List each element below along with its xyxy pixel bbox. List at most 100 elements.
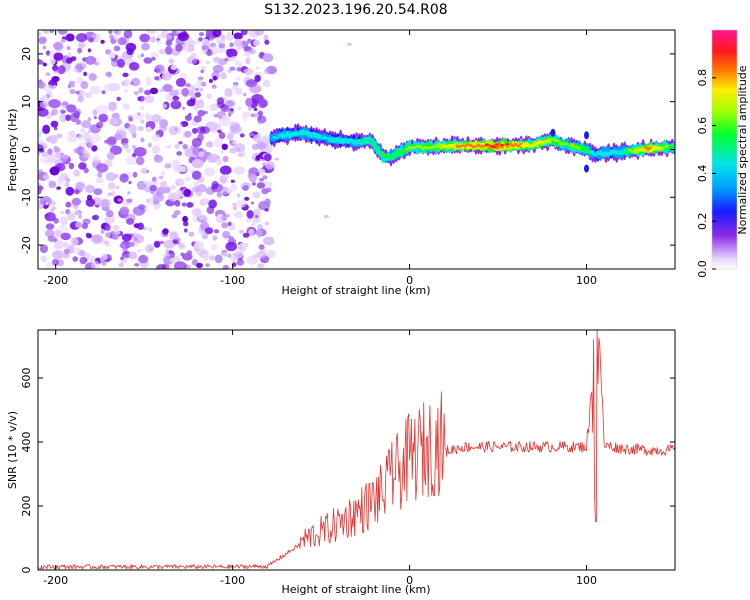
x-tick-label: -100 — [220, 574, 245, 587]
noise-speck — [212, 64, 224, 73]
noise-speck — [246, 210, 254, 219]
noise-speck — [63, 252, 70, 259]
noise-speck — [228, 235, 234, 241]
noise-speck — [205, 30, 214, 35]
noise-speck — [49, 166, 60, 176]
noise-speck — [48, 99, 61, 109]
ridge-fragment — [550, 128, 556, 137]
noise-speck — [159, 119, 169, 128]
noise-speck — [209, 36, 214, 41]
noise-speck — [76, 33, 87, 43]
noise-speck — [137, 222, 144, 230]
snr-x-axis: -200 -100 0 100 — [43, 330, 597, 587]
noise-speck — [110, 191, 116, 197]
noise-speck — [168, 58, 175, 64]
noise-speck — [85, 232, 91, 237]
noise-speck — [154, 65, 162, 73]
noise-speck — [138, 95, 145, 102]
noise-speck — [258, 244, 265, 250]
noise-speck — [137, 54, 142, 59]
noise-speck — [65, 114, 71, 121]
noise-speck — [201, 198, 210, 205]
noise-speck — [251, 143, 260, 150]
noise-speck — [117, 198, 122, 202]
noise-speck — [94, 116, 97, 120]
noise-speck — [174, 200, 181, 207]
noise-speck — [188, 85, 196, 93]
y-tick-label: 200 — [20, 496, 33, 517]
noise-speck — [197, 109, 205, 117]
noise-speck — [164, 248, 170, 254]
noise-speck — [121, 233, 132, 242]
noise-speck — [261, 172, 264, 176]
noise-speck — [158, 175, 164, 180]
noise-speck — [240, 30, 248, 36]
noise-speck — [180, 252, 185, 257]
y-tick-label: -10 — [20, 188, 33, 206]
noise-speck — [94, 62, 99, 66]
noise-speck — [75, 90, 80, 95]
ridge-cell — [569, 143, 574, 147]
noise-speck — [52, 206, 57, 210]
ridge-cell — [274, 136, 279, 139]
noise-speck — [130, 81, 134, 86]
noise-speck — [54, 69, 58, 73]
ridge-cell — [378, 151, 383, 155]
ridge-cell — [564, 142, 569, 146]
noise-speck — [233, 143, 246, 153]
noise-speck — [196, 262, 203, 269]
noise-speck — [153, 154, 163, 163]
noise-speck — [255, 214, 259, 219]
noise-speck — [150, 36, 156, 43]
noise-speck — [249, 84, 262, 94]
noise-speck — [227, 133, 234, 140]
noise-speck — [55, 151, 63, 158]
noise-speck — [108, 30, 113, 35]
noise-speck — [53, 126, 58, 131]
noise-speck — [191, 259, 198, 266]
noise-speck — [95, 177, 104, 184]
noise-speck — [98, 113, 108, 123]
noise-speck — [212, 235, 218, 241]
noise-speck — [143, 180, 149, 185]
noise-speck — [112, 34, 121, 41]
noise-speck — [164, 163, 172, 169]
noise-speck — [133, 147, 147, 157]
noise-speck — [201, 65, 206, 71]
ridge-cell — [375, 148, 380, 151]
noise-speck — [85, 92, 92, 99]
noise-speck — [38, 36, 47, 45]
noise-speck — [49, 134, 58, 144]
ridge-cell — [314, 134, 319, 138]
noise-speck — [97, 171, 103, 178]
ridge-fragment — [323, 214, 329, 218]
noise-speck — [233, 32, 243, 40]
noise-speck — [138, 87, 144, 94]
ridge-cell — [359, 138, 364, 142]
noise-speck — [236, 67, 242, 72]
noise-speck — [62, 242, 70, 249]
noise-speck — [60, 216, 68, 226]
noise-speck — [169, 89, 179, 97]
noise-speck — [105, 210, 114, 218]
noise-speck — [213, 229, 220, 234]
noise-speck — [125, 155, 139, 166]
noise-speck — [264, 68, 270, 74]
noise-speck — [170, 257, 175, 263]
noise-speck — [73, 169, 80, 177]
noise-speck — [252, 191, 261, 199]
noise-speck — [257, 133, 261, 137]
noise-speck — [181, 87, 189, 97]
noise-speck — [91, 234, 103, 244]
ridge-cell — [585, 148, 590, 152]
noise-speck — [78, 162, 87, 170]
noise-speck — [177, 242, 184, 248]
x-tick-label: -200 — [43, 574, 68, 587]
noise-speck — [38, 31, 42, 37]
noise-speck — [68, 188, 72, 193]
noise-speck — [114, 130, 127, 140]
noise-speck — [166, 145, 171, 149]
noise-speck — [192, 127, 198, 134]
noise-speck — [56, 133, 63, 139]
